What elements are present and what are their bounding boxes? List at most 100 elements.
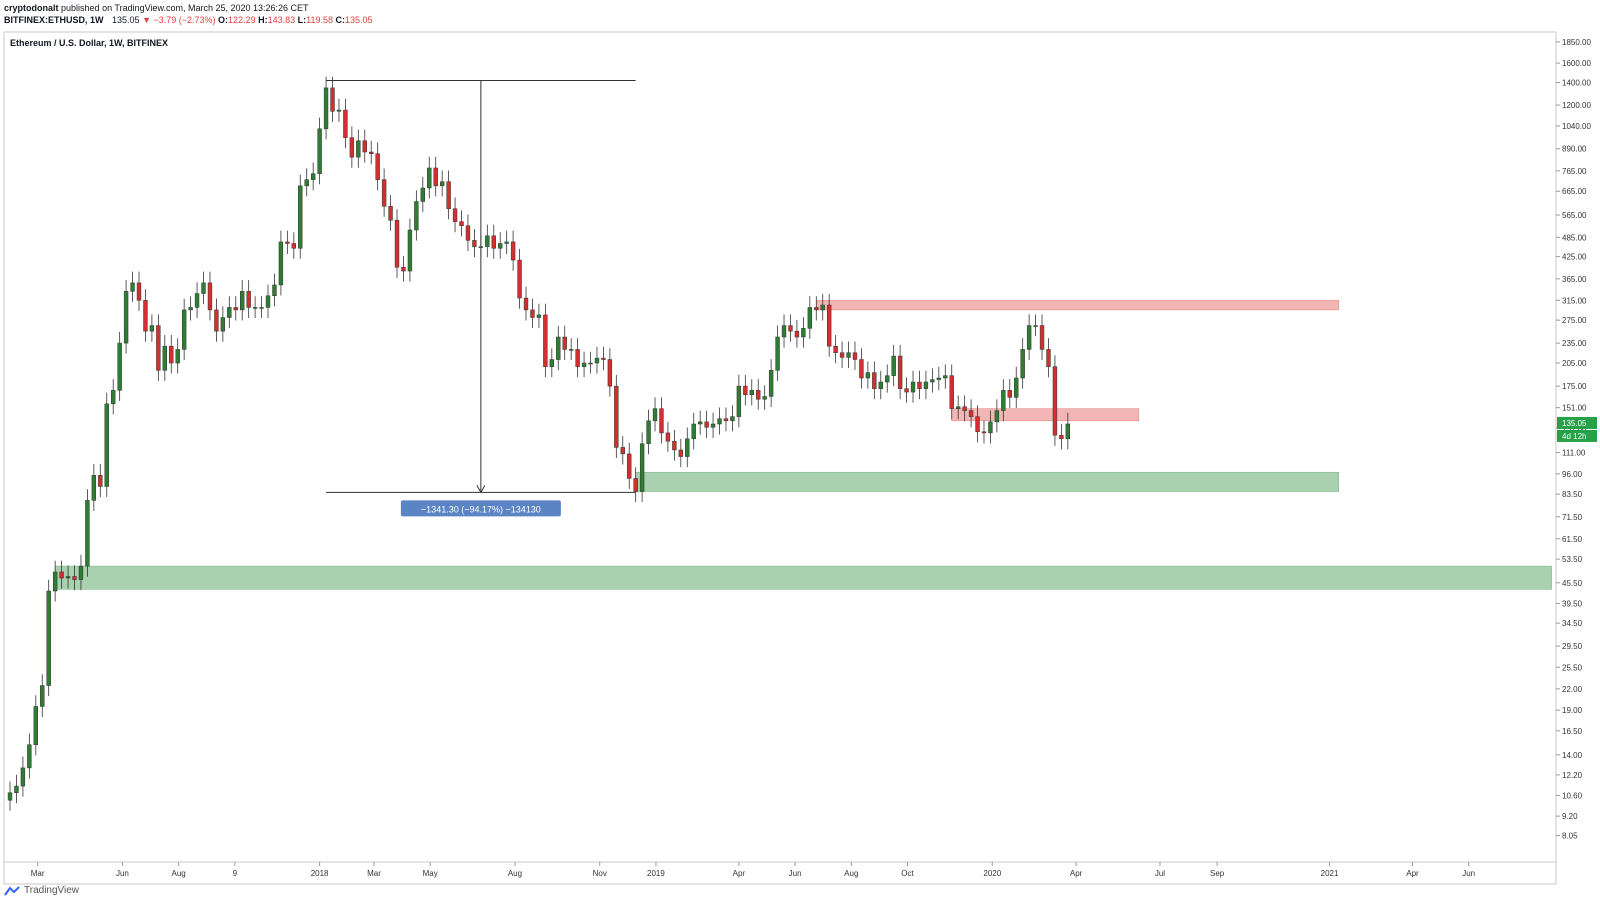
candle-body <box>749 390 754 395</box>
candle-body <box>188 307 193 311</box>
time-axis[interactable]: Mar Jun Aug 9 2018 Mar May Aug Nov 2019 Apr Jun Aug O… <box>31 862 1475 878</box>
published-text: published on TradingView.com, March 25, … <box>61 3 309 13</box>
candle-body <box>46 590 51 686</box>
candle-body <box>910 381 916 393</box>
footer-brand[interactable]: TradingView <box>24 885 80 896</box>
candle-body <box>401 267 406 272</box>
x-tick-label: Oct <box>901 869 914 878</box>
y-tick-label: 275.00 <box>1562 316 1587 325</box>
candle-body <box>575 349 580 367</box>
y-tick-label: 53.50 <box>1562 555 1583 564</box>
candle-body <box>246 291 251 308</box>
candle-body <box>885 375 890 383</box>
y-tick-label: 565.00 <box>1562 211 1587 220</box>
candle-body <box>665 432 671 442</box>
candle-body <box>523 297 529 311</box>
y-tick-label: 235.00 <box>1562 339 1587 348</box>
candle-body <box>59 571 64 579</box>
candle-body <box>285 241 290 244</box>
candle-body <box>149 325 155 332</box>
y-tick-label: 485.00 <box>1562 233 1587 242</box>
resistance-zone <box>951 408 1140 422</box>
y-tick-label: 111.00 <box>1562 449 1586 458</box>
candle-body <box>498 243 503 249</box>
candle-body <box>994 410 1000 423</box>
x-tick-label: Jun <box>1462 869 1475 878</box>
candle-body <box>852 352 858 360</box>
y-tick-label: 16.50 <box>1562 727 1583 736</box>
candle-body <box>240 291 245 311</box>
candle-body <box>156 325 161 371</box>
candle-body <box>1059 434 1064 440</box>
candle-body <box>452 208 458 222</box>
candle-body <box>1065 423 1071 440</box>
x-tick-label: Jun <box>116 869 129 878</box>
candle-body <box>485 235 490 247</box>
publisher-name[interactable]: cryptodonalt <box>4 3 59 13</box>
symbol-label[interactable]: BITFINEX:ETHUSD, 1W <box>4 15 104 25</box>
candle-body <box>104 403 109 487</box>
candle-body <box>330 87 335 112</box>
y-tick-label: 1040.00 <box>1562 122 1591 131</box>
candle-body <box>775 336 780 371</box>
y-tick-label: 205.00 <box>1562 359 1587 368</box>
candle-body <box>614 385 619 448</box>
price-axis[interactable]: 1850.00 1600.00 1400.00 1200.00 1040.00 890.0… <box>1556 38 1597 841</box>
y-tick-label: 315.00 <box>1562 296 1587 305</box>
y-tick-label: 22.00 <box>1562 685 1583 694</box>
candle-body <box>1026 325 1032 350</box>
candle-body <box>272 284 277 297</box>
last-price: 135.05 <box>112 15 140 25</box>
y-tick-label: 12.20 <box>1562 771 1583 780</box>
candle-body <box>878 381 883 389</box>
candle-body <box>652 408 658 422</box>
candle-body <box>201 282 206 294</box>
y-tick-label: 425.00 <box>1562 253 1587 262</box>
candle-body <box>336 109 342 112</box>
candle-body <box>788 325 793 332</box>
support-zone <box>635 471 1340 492</box>
candle-body <box>465 225 471 241</box>
candle-body <box>730 416 735 422</box>
x-tick-label: Aug <box>508 869 522 878</box>
candle-body <box>975 416 980 433</box>
x-tick-label: 2019 <box>647 869 665 878</box>
close-label: C: <box>335 15 346 25</box>
x-tick-label: Sep <box>1210 869 1225 878</box>
x-tick-label: 9 <box>233 869 238 878</box>
candle-body <box>439 181 445 187</box>
y-tick-label: 71.50 <box>1562 513 1583 522</box>
candle-body <box>111 390 116 405</box>
candle-body <box>123 291 129 344</box>
candle-body <box>420 187 425 202</box>
candle-body <box>278 241 284 286</box>
candle-body <box>98 475 103 487</box>
candle-body <box>117 342 122 391</box>
candles-layer <box>7 76 1071 811</box>
countdown-badge <box>1557 429 1597 442</box>
candle-body <box>923 381 929 389</box>
low-label: L: <box>297 15 307 25</box>
candle-body <box>356 140 361 158</box>
open-value: 122.29 <box>228 15 256 25</box>
candle-body <box>988 421 993 434</box>
y-tick-label: 10.60 <box>1562 791 1583 800</box>
current-price-label: 135.05 <box>1562 419 1587 428</box>
candle-body <box>930 379 935 383</box>
candle-body <box>736 385 742 417</box>
candle-body <box>362 140 367 153</box>
candle-body <box>72 576 77 580</box>
y-tick-label: 25.50 <box>1562 663 1583 672</box>
y-tick-label: 175.00 <box>1562 382 1587 391</box>
candle-body <box>491 235 496 249</box>
y-tick-label: 9.20 <box>1562 812 1578 821</box>
candle-body <box>136 282 142 301</box>
y-tick-label: 96.00 <box>1562 470 1583 479</box>
candle-body <box>194 293 200 308</box>
candle-body <box>388 206 393 221</box>
chart-frame <box>3 31 1557 885</box>
candle-body <box>214 309 219 332</box>
candle-body <box>904 388 909 393</box>
candle-body <box>807 307 813 329</box>
